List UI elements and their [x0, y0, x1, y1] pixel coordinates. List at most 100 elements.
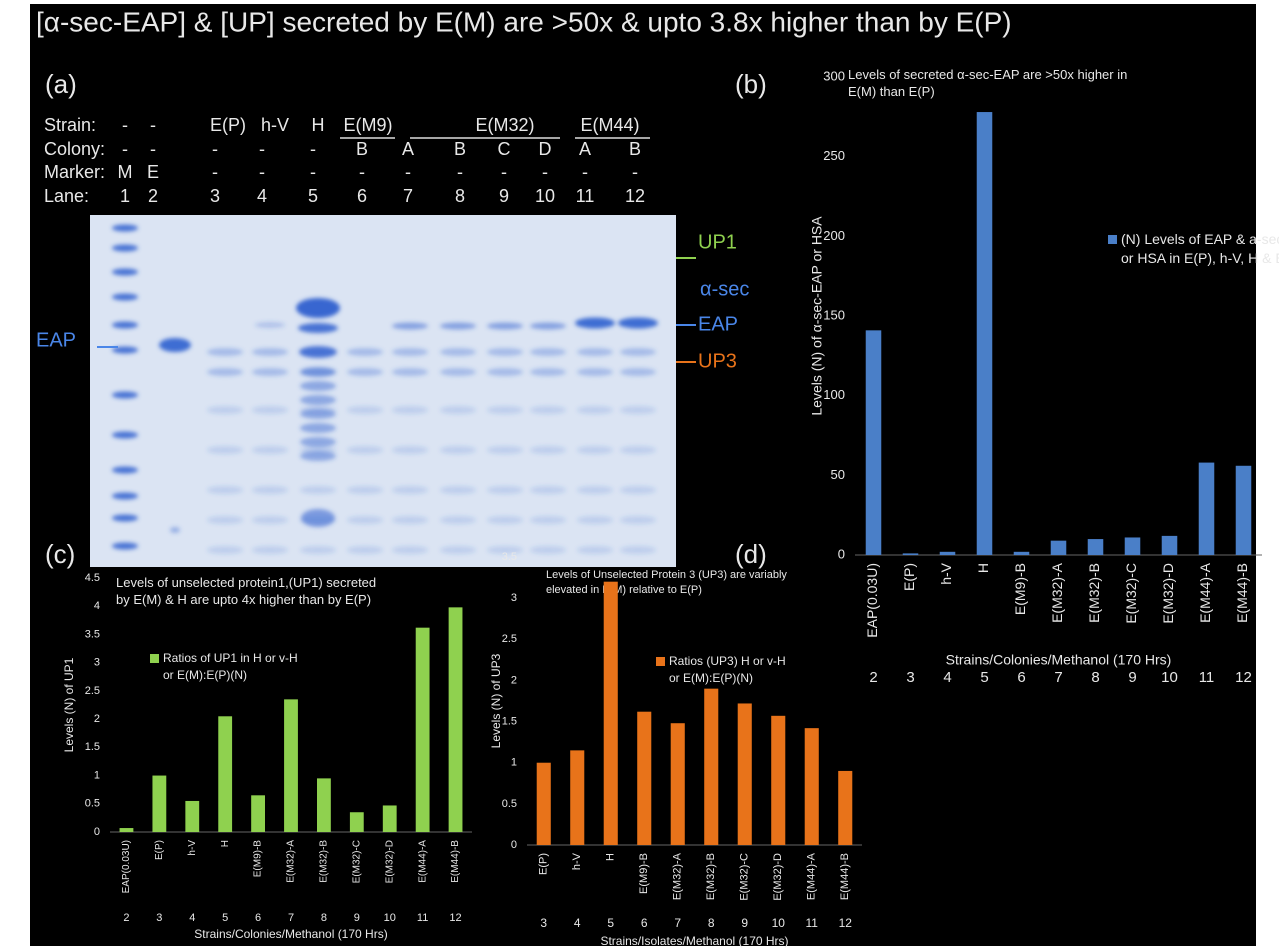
y-tick-label: 2.5: [502, 633, 517, 645]
gel-band: [530, 348, 566, 356]
gel-marker: -: [501, 162, 507, 182]
x-tick-label: E(P): [538, 853, 550, 875]
gel-band: [487, 348, 523, 356]
bar: [251, 795, 265, 832]
bar: [738, 703, 752, 845]
gel-band: [577, 516, 613, 524]
gel-marker: -: [542, 162, 548, 182]
y-tick-label: 50: [831, 467, 845, 482]
legend-swatch: [656, 657, 665, 666]
lane-label: 4: [943, 669, 951, 686]
gel-colony: B: [454, 139, 466, 159]
gel-band: [620, 546, 656, 554]
gel-band: [112, 225, 138, 232]
x-tick-label: E(M9)-B: [253, 840, 264, 878]
x-axis-label: Strains/Colonies/Methanol (170 Hrs): [194, 927, 387, 941]
gel-band: [487, 406, 523, 414]
gel-marker: M: [118, 162, 133, 182]
y-tick-label: 0: [94, 826, 100, 838]
gel-band: [252, 446, 288, 454]
gel-band: [392, 486, 428, 494]
lane-label: 12: [839, 916, 853, 930]
x-tick-label: E(M44)-B: [450, 840, 461, 883]
lane-label: 2: [869, 669, 877, 686]
gel-band: [300, 486, 336, 494]
gel-band: [207, 348, 243, 356]
bar: [866, 330, 882, 555]
bar: [1014, 552, 1030, 555]
x-tick-label: E(P): [901, 563, 917, 591]
panel-label: (b): [735, 69, 767, 99]
gel-band: [112, 245, 138, 252]
lane-label: 3: [156, 912, 162, 924]
gel-lane: 8: [455, 186, 465, 206]
panel-label: (d): [735, 539, 767, 569]
x-tick-label: E(M32)-B: [1086, 563, 1102, 623]
y-tick-label: 150: [823, 307, 845, 322]
legend-swatch: [1108, 235, 1117, 244]
gel-band: [392, 446, 428, 454]
gel-colony: B: [356, 139, 368, 159]
y-tick-label: 3.5: [85, 628, 100, 640]
x-tick-label: E(M44)-A: [1197, 562, 1213, 623]
gel-colony: A: [579, 139, 591, 159]
y-tick-label: 100: [823, 387, 845, 402]
lane-label: 9: [1128, 669, 1136, 686]
gel-lane: 10: [535, 186, 555, 206]
gel-band: [300, 409, 336, 419]
lane-label: 9: [741, 916, 748, 930]
bar: [604, 582, 618, 845]
y-tick-label: 1: [94, 769, 100, 781]
bar: [903, 553, 919, 555]
y-tick-label: 4: [94, 600, 100, 612]
x-tick-label: E(M32)-C: [739, 853, 751, 901]
gel-band: [530, 406, 566, 414]
bar: [637, 712, 651, 845]
gel-band: [347, 368, 383, 376]
gel-band: [299, 346, 337, 358]
x-tick-label: E(M32)-D: [384, 840, 395, 883]
gel-strain: h-V: [261, 115, 289, 135]
lane-label: 7: [288, 912, 294, 924]
gel-marker: -: [405, 162, 411, 182]
bar: [1199, 463, 1215, 555]
bar: [416, 628, 430, 832]
gel-band: [347, 348, 383, 356]
bar: [940, 552, 956, 555]
gel-lane: 11: [576, 186, 595, 206]
x-tick-label: h-V: [938, 562, 954, 584]
gel-band: [392, 348, 428, 356]
lane-label: 5: [980, 669, 988, 686]
gel-band: [300, 395, 336, 405]
gel-right-band: UP1: [698, 231, 737, 253]
gel-row-label: Lane:: [44, 186, 89, 206]
gel-band: [620, 516, 656, 524]
gel-band: [392, 368, 428, 376]
lane-label: 7: [1054, 669, 1062, 686]
gel-lane: 5: [308, 186, 318, 206]
bar: [1088, 539, 1104, 555]
gel-band: [252, 486, 288, 494]
gel-band: [440, 368, 476, 376]
gel-band: [392, 516, 428, 524]
bar: [152, 776, 166, 832]
gel-band: [487, 516, 523, 524]
y-axis-label: Levels (N) of UP1: [62, 657, 76, 752]
bar: [805, 728, 819, 845]
y-axis-label: Levels (N) of α-sec-EAP or HSA: [809, 216, 825, 416]
figure: [α-sec-EAP] & [UP] secreted by E(M) are …: [0, 0, 1279, 950]
lane-label: 5: [607, 916, 614, 930]
gel-colony: -: [150, 139, 156, 159]
bar: [1162, 536, 1178, 555]
gel-band: [112, 392, 138, 399]
legend-swatch: [150, 654, 159, 663]
y-tick-label: 1.5: [85, 741, 100, 753]
gel-band: [252, 406, 288, 414]
gel-lane: 3: [210, 186, 220, 206]
gel-band: [440, 406, 476, 414]
x-axis-label: Strains/Isolates/Methanol (170 Hrs): [600, 934, 788, 948]
lane-label: 12: [1235, 669, 1252, 686]
x-tick-label: E(M9)-B: [1012, 563, 1028, 615]
gel-colony: C: [498, 139, 511, 159]
gel-colony: D: [539, 139, 552, 159]
